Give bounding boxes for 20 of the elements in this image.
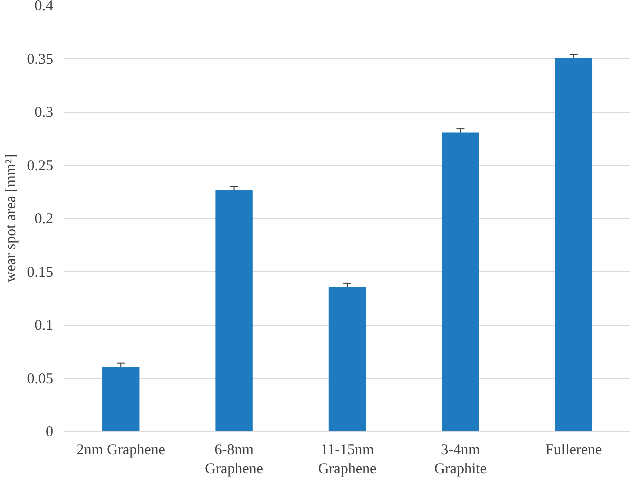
x-tick-label: 3-4nm Graphite (434, 442, 488, 478)
y-tick-label: 0.3 (34, 105, 54, 121)
y-tick-label: 0.25 (27, 158, 54, 174)
y-tick-label: 0.2 (34, 212, 54, 228)
y-tick-label: 0.1 (34, 318, 54, 334)
bar (555, 58, 593, 432)
y-tick-label: 0 (46, 424, 54, 440)
y-axis-title: wear spot area [mm²] (3, 154, 20, 283)
bar (442, 132, 480, 432)
x-tick-label: 6-8nm Graphene (205, 442, 264, 478)
y-tick-label: 0.05 (27, 371, 54, 388)
x-tick-label: 11-15nm Graphene (318, 442, 377, 478)
bar (328, 287, 366, 432)
bar (102, 367, 140, 432)
x-tick-label: 2nm Graphene (76, 442, 166, 458)
x-tick-label: Fullerene (546, 442, 603, 458)
y-tick-label: 0.4 (34, 0, 54, 14)
y-tick-label: 0.35 (27, 52, 54, 68)
bar (216, 190, 253, 432)
y-tick-label: 0.15 (27, 264, 54, 281)
